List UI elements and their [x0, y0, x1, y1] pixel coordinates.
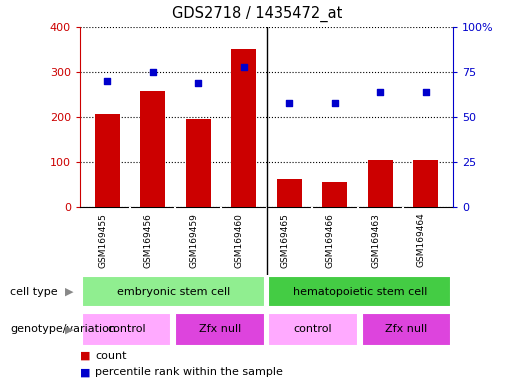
Bar: [362, 313, 451, 346]
Text: GSM169460: GSM169460: [235, 213, 244, 268]
Text: GSM169456: GSM169456: [144, 213, 152, 268]
Bar: [82, 276, 265, 307]
Text: ■: ■: [80, 367, 90, 377]
Text: GDS2718 / 1435472_at: GDS2718 / 1435472_at: [173, 6, 342, 22]
Bar: [175, 313, 265, 346]
Text: GSM169463: GSM169463: [371, 213, 381, 268]
Bar: [277, 179, 302, 207]
Text: GSM169466: GSM169466: [326, 213, 335, 268]
Bar: [82, 313, 171, 346]
Text: hematopoietic stem cell: hematopoietic stem cell: [293, 287, 427, 297]
Text: GSM169464: GSM169464: [417, 213, 426, 268]
Text: ▶: ▶: [65, 287, 74, 297]
Text: control: control: [107, 324, 146, 334]
Text: count: count: [95, 351, 127, 361]
Bar: [414, 161, 438, 207]
Bar: [368, 161, 393, 207]
Point: [285, 99, 294, 106]
Bar: [268, 313, 358, 346]
Text: GSM169465: GSM169465: [280, 213, 289, 268]
Text: genotype/variation: genotype/variation: [10, 324, 116, 334]
Bar: [95, 114, 119, 207]
Point: [103, 78, 111, 84]
Bar: [268, 276, 451, 307]
Point: [422, 89, 430, 95]
Text: percentile rank within the sample: percentile rank within the sample: [95, 367, 283, 377]
Text: embryonic stem cell: embryonic stem cell: [116, 287, 230, 297]
Point: [148, 69, 157, 75]
Text: cell type: cell type: [10, 287, 58, 297]
Point: [331, 99, 339, 106]
Text: GSM169459: GSM169459: [189, 213, 198, 268]
Bar: [322, 182, 347, 207]
Bar: [231, 48, 256, 207]
Point: [239, 63, 248, 70]
Text: ■: ■: [80, 351, 90, 361]
Point: [194, 80, 202, 86]
Text: control: control: [294, 324, 333, 334]
Text: Zfx null: Zfx null: [199, 324, 241, 334]
Bar: [186, 119, 211, 207]
Bar: [140, 91, 165, 207]
Text: Zfx null: Zfx null: [385, 324, 427, 334]
Text: GSM169455: GSM169455: [98, 213, 107, 268]
Text: ▶: ▶: [65, 324, 74, 334]
Point: [376, 89, 385, 95]
